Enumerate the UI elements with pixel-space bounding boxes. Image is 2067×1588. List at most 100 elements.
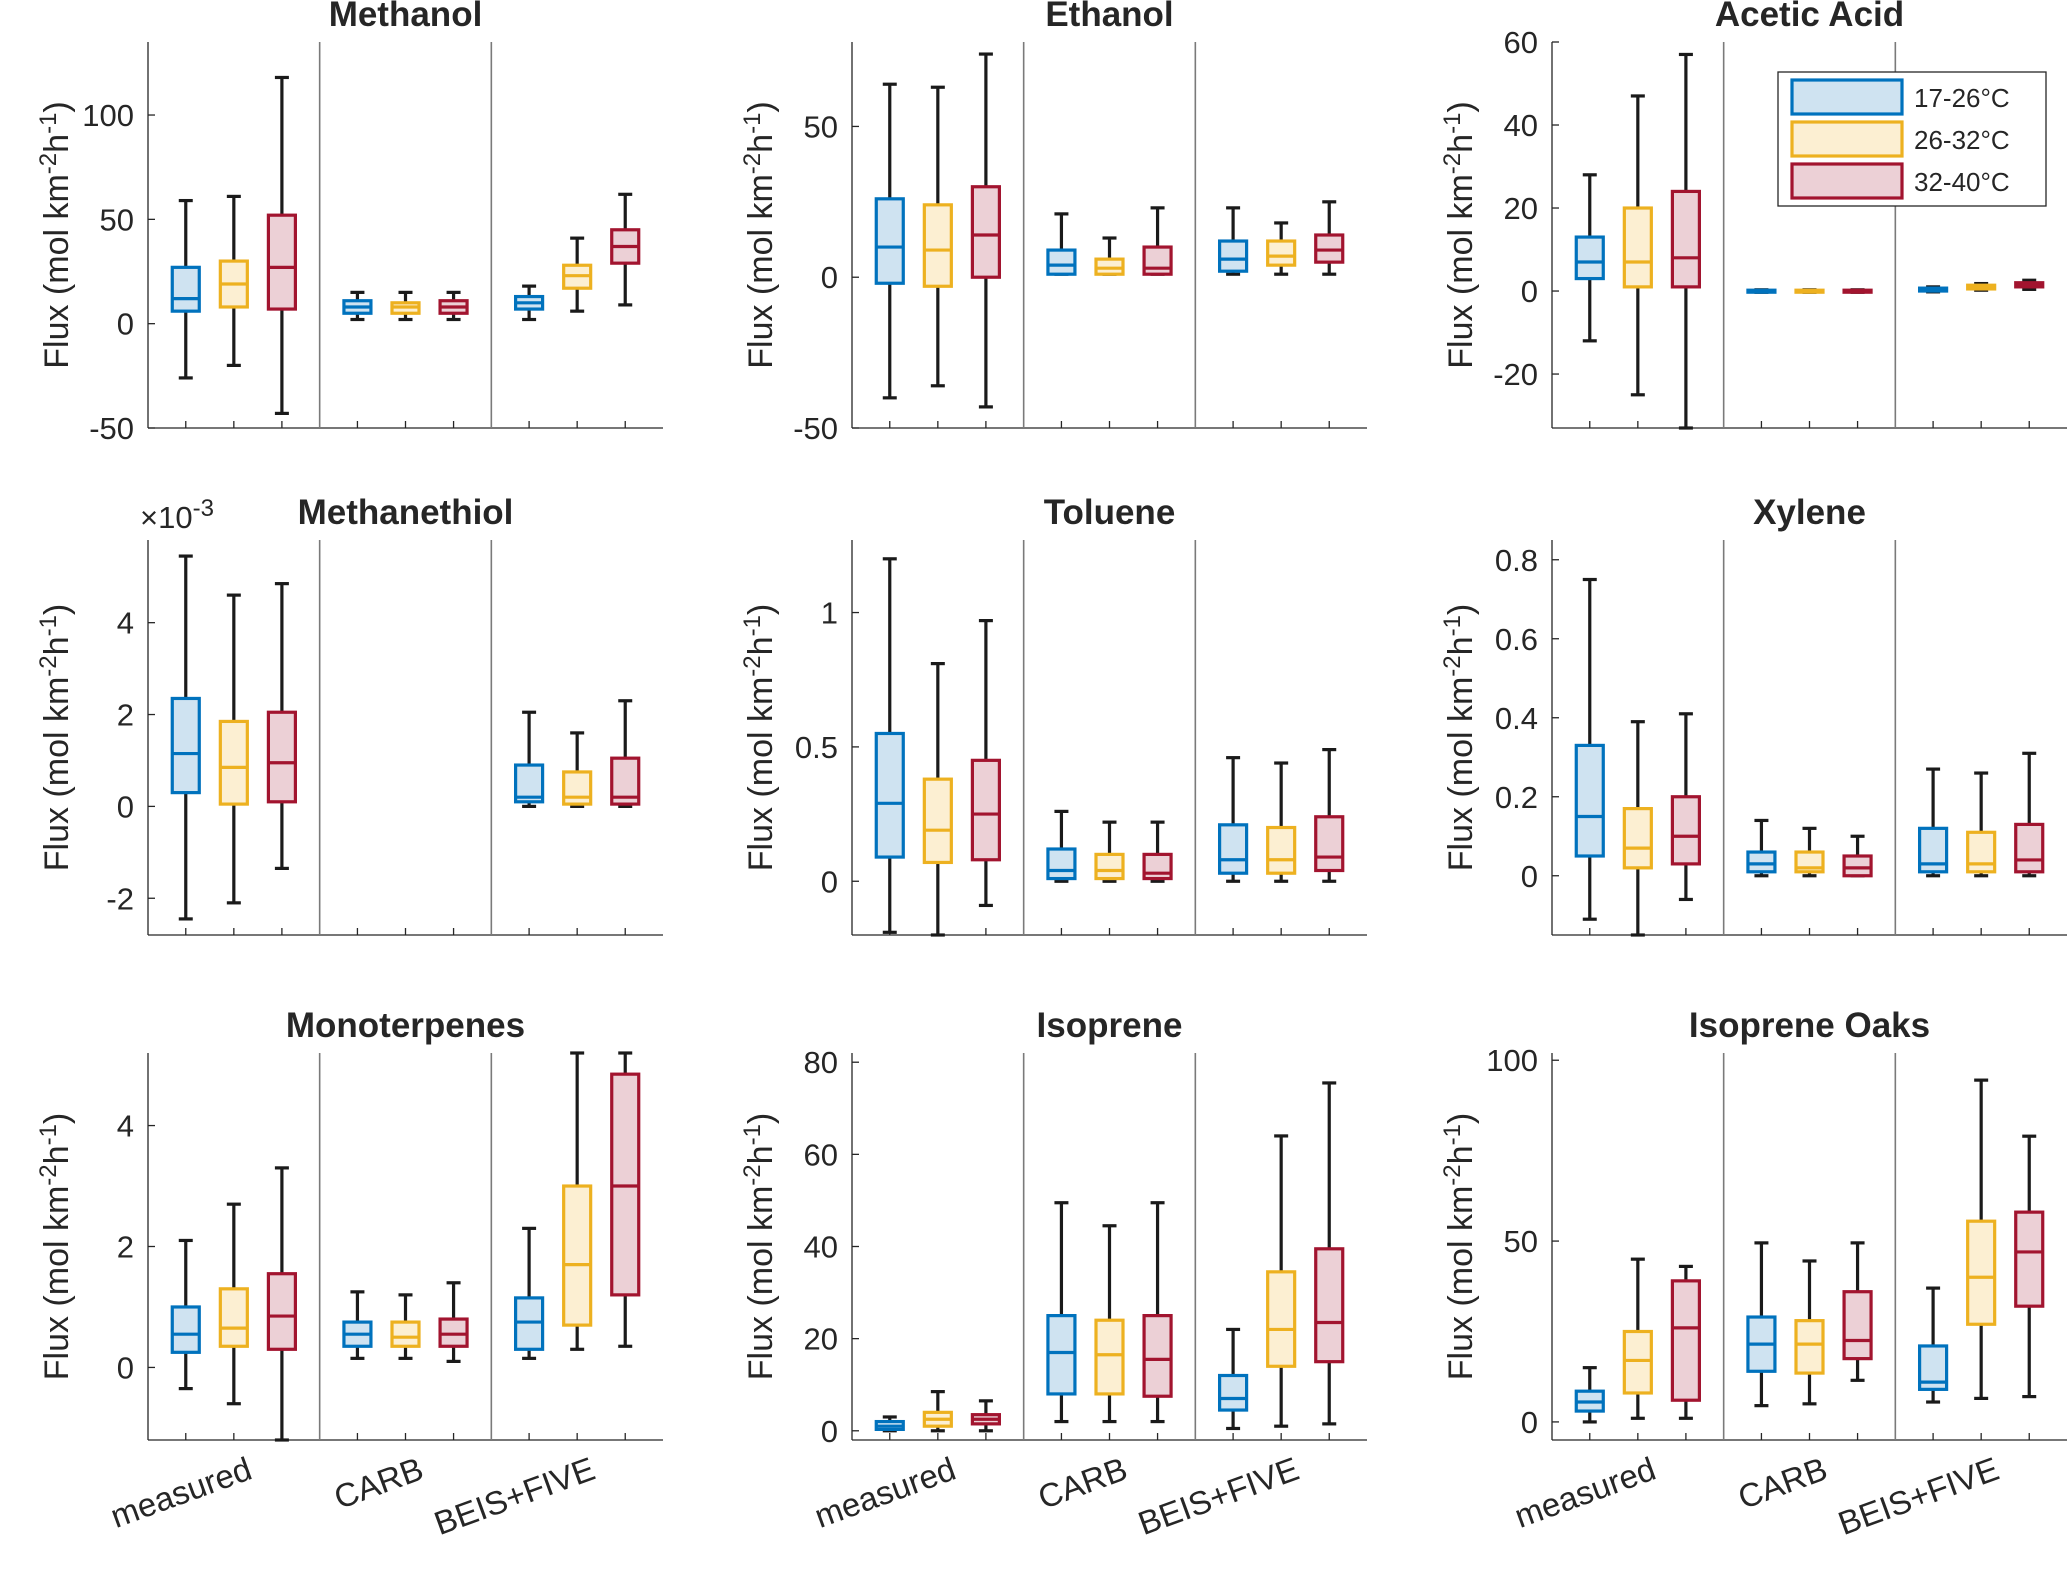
y-axis-label: Flux (mol km-2h-1) (739, 1113, 780, 1381)
legend-label: 32-40°C (1914, 167, 2010, 197)
y-tick-label: 0 (117, 307, 134, 342)
panel-xylene: 0 0.2 0.4 0.6 0.8 Xylene Flux (mol km-2h-1) (1439, 493, 2067, 937)
box (1842, 1290, 1873, 1361)
box (1142, 852, 1173, 881)
legend-swatch (1790, 162, 1904, 200)
panel-title: Isoprene (1037, 1006, 1183, 1045)
box (1266, 1270, 1297, 1368)
box (2014, 1210, 2045, 1308)
box (562, 770, 593, 806)
y-exponent-label: ×10-3 (140, 495, 214, 535)
x-category-label: CARB (1033, 1450, 1132, 1516)
box (1046, 248, 1077, 276)
y-tick-label: 0 (117, 789, 134, 824)
box (1314, 1247, 1345, 1364)
y-axis-label: Flux (mol km-2h-1) (1439, 101, 1480, 369)
box (2014, 822, 2045, 874)
box (218, 719, 249, 806)
y-tick-label: 0 (821, 260, 838, 295)
box (1266, 825, 1297, 875)
box (266, 1272, 297, 1351)
panel-isoprene-oaks: 0 50 100 Isoprene Oaks Flux (mol km-2h-1) mea… (1439, 1006, 2067, 1542)
x-category-label: BEIS+FIVE (429, 1450, 599, 1542)
box (1217, 1373, 1249, 1412)
box (1622, 1329, 1653, 1395)
box (1217, 239, 1249, 273)
box (170, 265, 201, 313)
panel-title: Ethanol (1045, 0, 1173, 34)
y-tick-label: 0.4 (1495, 701, 1538, 736)
panel-acetic-acid: -20 0 20 40 60 Acetic Acid Flux (mol km-2h-1) 1… (1439, 0, 2067, 430)
y-tick-label: 0 (821, 1414, 838, 1449)
box (1670, 189, 1702, 289)
y-tick-label: 100 (82, 98, 134, 133)
y-tick-label: 40 (804, 1230, 838, 1265)
y-tick-label: 60 (804, 1137, 838, 1172)
box (1670, 795, 1702, 866)
box (970, 185, 1002, 279)
box (266, 710, 297, 804)
y-axis-label: Flux (mol km-2h-1) (739, 101, 780, 369)
y-tick-label: 20 (1504, 191, 1538, 226)
panel-title: Acetic Acid (1715, 0, 1904, 34)
panel-title: Monoterpenes (286, 1006, 525, 1045)
box (1746, 850, 1777, 874)
box (1622, 206, 1653, 289)
panel-isoprene: 0 20 40 60 80 Isoprene Flux (mol km-2h-1) measu… (739, 1006, 1367, 1542)
box (1842, 854, 1873, 878)
box (874, 731, 905, 859)
x-category-label: BEIS+FIVE (1833, 1450, 2003, 1542)
box (266, 213, 297, 311)
box (1217, 823, 1249, 875)
box (970, 758, 1002, 862)
panel-title: Toluene (1044, 493, 1176, 532)
y-tick-label: -50 (89, 411, 134, 446)
x-category-label: CARB (1733, 1450, 1832, 1516)
box (1574, 743, 1605, 858)
y-tick-label: 2 (117, 1230, 134, 1265)
y-tick-label: 60 (1504, 25, 1538, 60)
y-tick-label: 4 (117, 1109, 134, 1144)
legend: 17-26°C 26-32°C 32-40°C (1777, 71, 2047, 207)
box (1622, 806, 1653, 870)
box (1266, 239, 1297, 267)
y-tick-label: 0.5 (795, 730, 838, 765)
y-tick-label: 1 (821, 596, 838, 631)
box (1966, 1219, 1997, 1326)
y-tick-label: 0 (821, 864, 838, 899)
y-axis-label: Flux (mol km-2h-1) (1439, 1113, 1480, 1381)
panel-methanol: -50 0 50 100 Methanol Flux (mol km-2h-1) (35, 0, 663, 446)
box (170, 696, 201, 795)
y-tick-label: -2 (106, 881, 134, 916)
box (562, 1184, 593, 1327)
box (1046, 1314, 1077, 1396)
box (390, 1320, 421, 1348)
panel-ethanol: -50 0 50 Ethanol Flux (mol km-2h-1) (739, 0, 1367, 446)
panel-methanethiol: -2 0 2 4 Methanethiol ×10-3 Flux (mol km-2h-1) (35, 493, 663, 936)
box (1574, 235, 1605, 281)
y-tick-label: 0.8 (1495, 543, 1538, 578)
panel-title: Methanol (329, 0, 483, 34)
x-category-label: measured (106, 1450, 257, 1535)
box (170, 1305, 201, 1354)
panel-title: Methanethiol (298, 493, 514, 532)
y-tick-label: 40 (1504, 108, 1538, 143)
y-tick-label: 100 (1486, 1043, 1538, 1078)
box (218, 1287, 249, 1348)
box (922, 203, 953, 288)
y-axis-label: Flux (mol km-2h-1) (35, 1113, 76, 1381)
y-tick-label: -50 (793, 411, 838, 446)
y-tick-label: 50 (804, 109, 838, 144)
y-tick-label: 0 (117, 1350, 134, 1385)
y-tick-label: -20 (1493, 357, 1538, 392)
panel-title: Xylene (1753, 493, 1866, 532)
box (1046, 847, 1077, 881)
panel-toluene: 0 0.5 1 Toluene Flux (mol km-2h-1) (739, 493, 1367, 937)
y-tick-label: 50 (1504, 1224, 1538, 1259)
y-axis-label: Flux (mol km-2h-1) (1439, 604, 1480, 872)
box (1094, 1318, 1125, 1396)
y-tick-label: 4 (117, 606, 134, 641)
box (1142, 1314, 1173, 1398)
